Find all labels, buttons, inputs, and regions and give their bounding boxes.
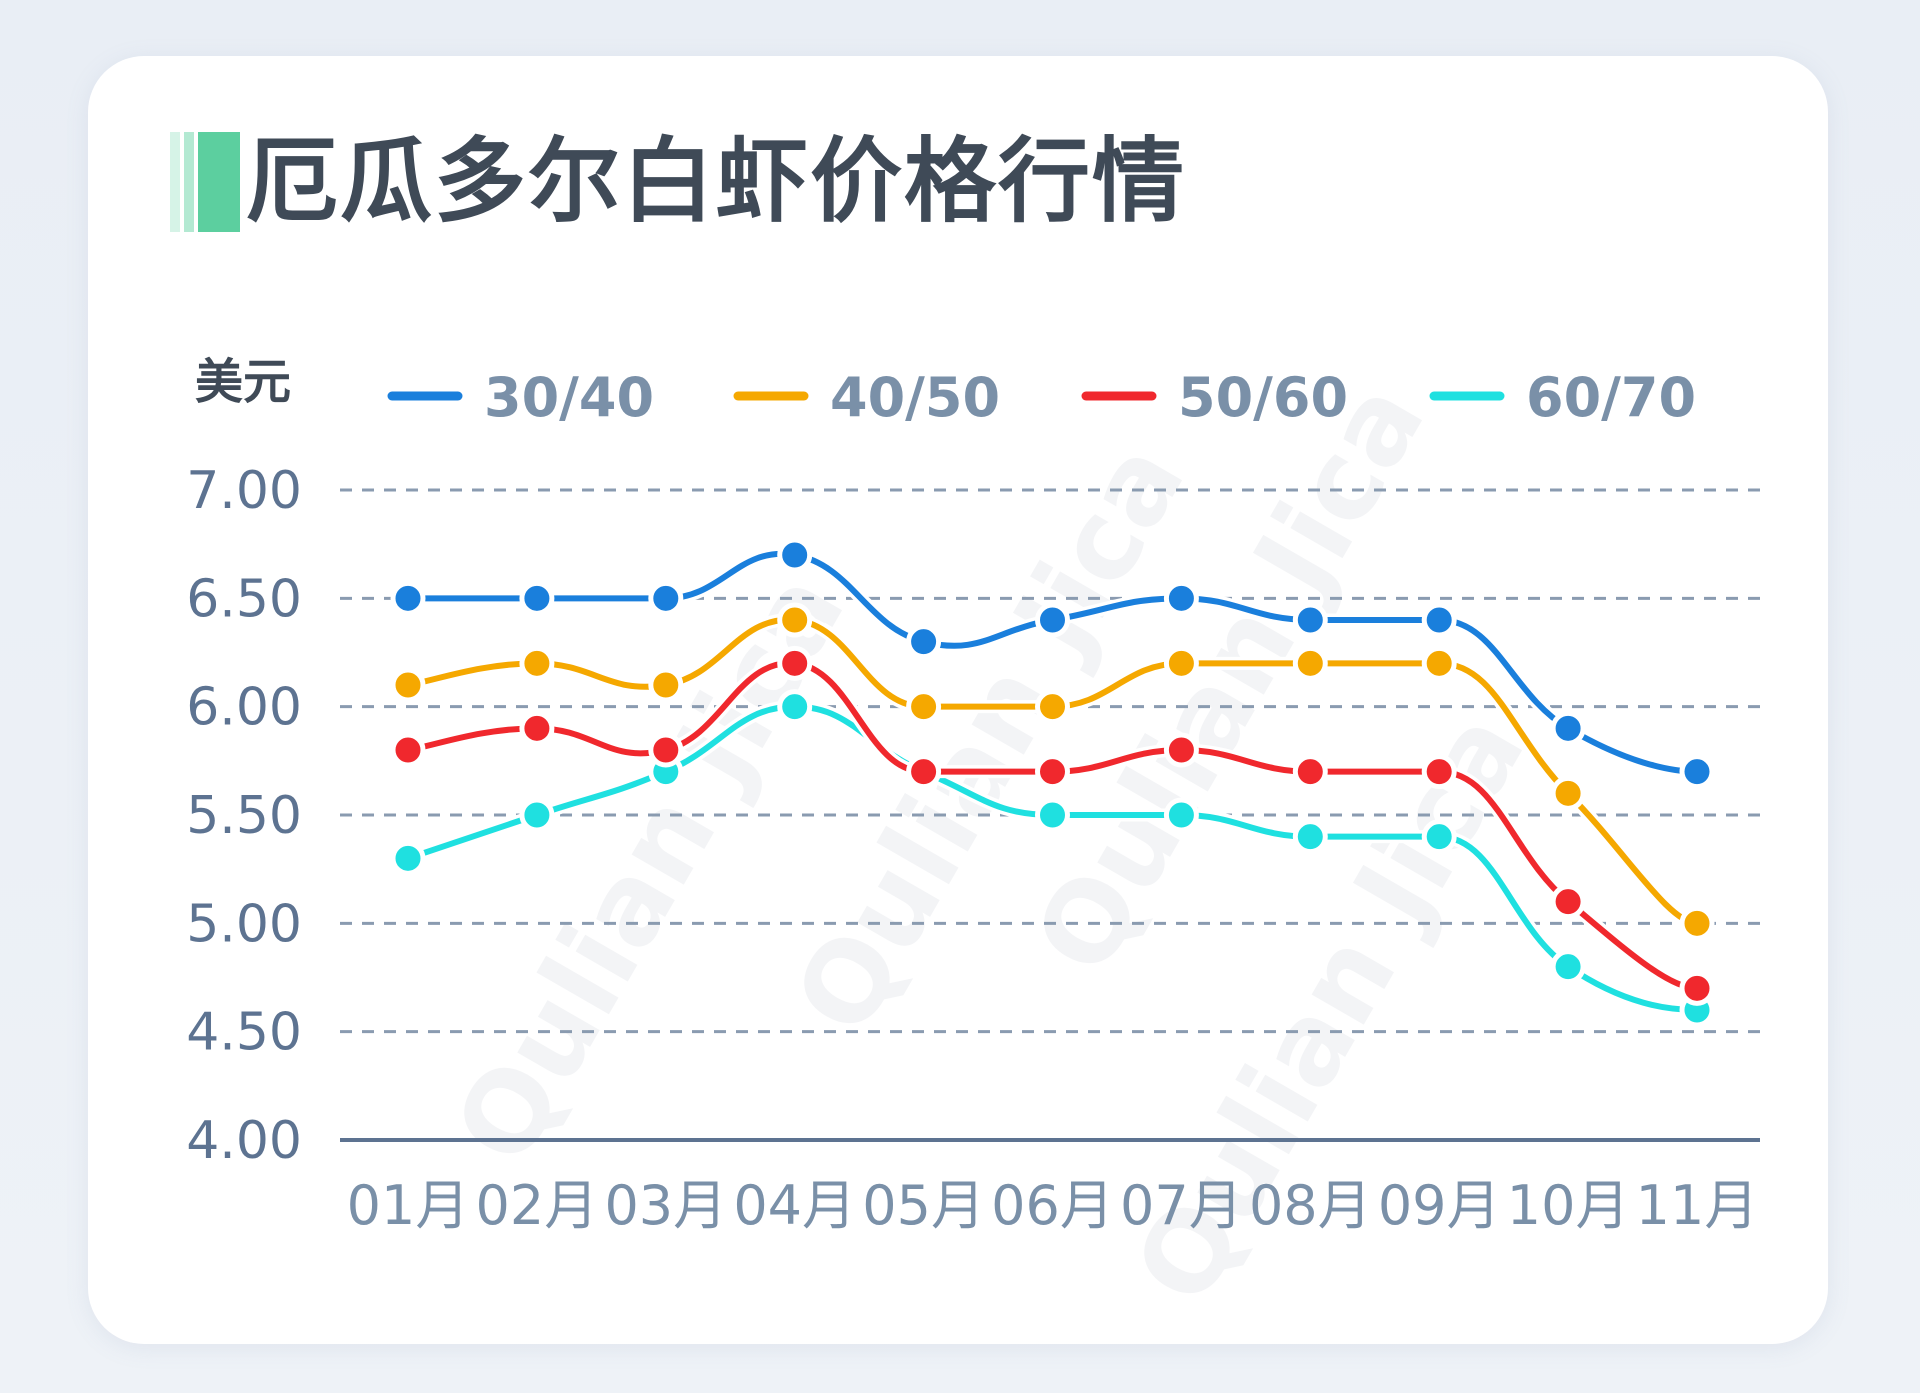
data-point (1292, 602, 1328, 638)
x-tick-label: 10月 (1507, 1174, 1630, 1237)
data-point (1550, 949, 1586, 985)
legend-label: 50/60 (1178, 366, 1348, 429)
series-30-40 (390, 537, 1715, 790)
y-tick-label: 7.00 (186, 461, 302, 521)
data-point (1550, 710, 1586, 746)
data-point (906, 754, 942, 790)
x-tick-label: 01月 (347, 1174, 470, 1237)
data-point (390, 732, 426, 768)
x-tick-label: 07月 (1120, 1174, 1243, 1237)
data-point (1035, 797, 1070, 833)
x-tick-label: 05月 (862, 1174, 985, 1237)
data-point (519, 645, 555, 681)
data-point (1550, 775, 1586, 811)
legend: 30/40 40/50 50/60 60/70 (387, 366, 1696, 429)
data-point (390, 840, 426, 876)
x-tick-label: 04月 (733, 1174, 856, 1237)
data-point (648, 580, 684, 616)
data-point (1550, 884, 1586, 920)
data-point (1035, 602, 1070, 638)
data-point (519, 797, 555, 833)
data-point (1679, 970, 1715, 1006)
data-point (1679, 754, 1715, 790)
legend-label: 60/70 (1526, 366, 1696, 429)
legend-label: 30/40 (484, 366, 654, 429)
data-point (1163, 645, 1199, 681)
series-40-50 (390, 602, 1715, 941)
data-point (519, 710, 555, 746)
data-point (906, 624, 942, 660)
data-point (1163, 732, 1199, 768)
x-tick-label: 06月 (991, 1174, 1114, 1237)
y-axis-unit: 美元 (195, 354, 291, 410)
data-point (648, 667, 684, 703)
data-point (1292, 754, 1328, 790)
y-tick-label: 5.00 (186, 894, 302, 954)
y-tick-label: 4.00 (186, 1111, 302, 1171)
data-point (1679, 905, 1715, 941)
y-tick-label: 5.50 (186, 786, 302, 846)
data-point (1035, 689, 1070, 725)
x-axis-labels: 01月 02月 03月 04月 05月 06月 07月 08月 09月 10月 11月 (347, 1174, 1759, 1237)
x-tick-label: 08月 (1249, 1174, 1372, 1237)
data-point (906, 689, 942, 725)
data-point (1035, 754, 1070, 790)
data-point (777, 689, 813, 725)
data-point (648, 732, 684, 768)
data-point (777, 537, 813, 573)
y-tick-label: 6.50 (186, 569, 302, 629)
title-accent-icon (170, 132, 240, 232)
data-point (1421, 754, 1457, 790)
y-tick-label: 6.00 (186, 678, 302, 738)
data-point (1163, 580, 1199, 616)
data-point (1163, 797, 1199, 833)
data-point (1421, 819, 1457, 855)
x-tick-label: 09月 (1378, 1174, 1501, 1237)
series-60-70 (390, 689, 1715, 1028)
data-point (777, 645, 813, 681)
grid-lines: 7.00 6.50 6.00 5.50 5.00 4.50 4.00 (186, 461, 1760, 1171)
data-point (390, 667, 426, 703)
series-line-outline (401, 700, 1704, 1017)
data-point (519, 580, 555, 616)
data-point (1292, 645, 1328, 681)
data-point (390, 580, 426, 616)
data-point (777, 602, 813, 638)
data-point (1421, 602, 1457, 638)
data-point (1292, 819, 1328, 855)
page-title: 厄瓜多尔白虾价格行情 (246, 128, 1187, 235)
y-tick-label: 4.50 (186, 1003, 302, 1063)
data-point (1421, 645, 1457, 681)
x-tick-label: 02月 (476, 1174, 599, 1237)
series-50-60 (390, 645, 1715, 1006)
series-line (405, 703, 1700, 1013)
x-tick-label: 11月 (1636, 1174, 1759, 1237)
x-tick-label: 03月 (604, 1174, 727, 1237)
legend-label: 40/50 (830, 366, 1000, 429)
